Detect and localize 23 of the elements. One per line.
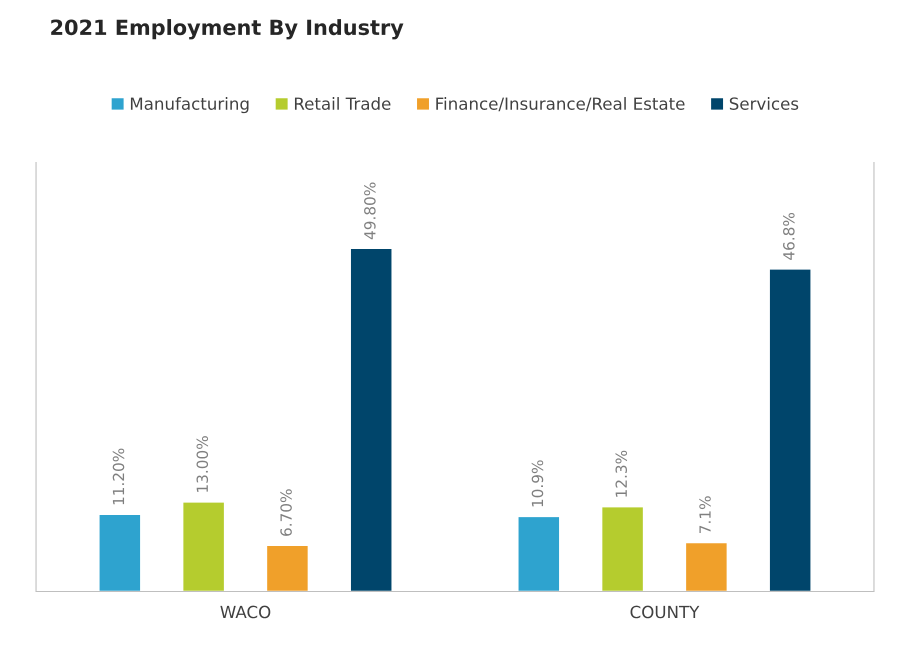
chart-title: 2021 Employment By Industry (51, 19, 404, 40)
bar (517, 516, 560, 592)
x-tick-label: WACO (220, 606, 270, 618)
bar (350, 248, 393, 592)
data-label: 49.80% (364, 182, 376, 240)
bar (600, 506, 644, 592)
data-label: 12.3% (615, 450, 628, 497)
legend-label: Services (730, 97, 798, 110)
data-label: 11.20% (112, 448, 124, 504)
legend-label: Manufacturing (130, 97, 248, 114)
bar (182, 501, 226, 592)
legend-label: Finance/Insurance/Real Estate (436, 97, 685, 112)
data-label: 10.9% (532, 460, 544, 506)
legend-label: Retail Trade (294, 97, 390, 110)
bar (684, 542, 728, 592)
data-label: 7.1% (699, 496, 711, 533)
data-label: 13.00% (196, 436, 208, 492)
bar (266, 544, 310, 592)
data-label: 46.8% (783, 212, 795, 260)
data-label: 6.70% (280, 489, 292, 536)
x-tick-label: COUNTY (630, 606, 700, 618)
bar (768, 268, 812, 592)
bar (98, 514, 142, 592)
